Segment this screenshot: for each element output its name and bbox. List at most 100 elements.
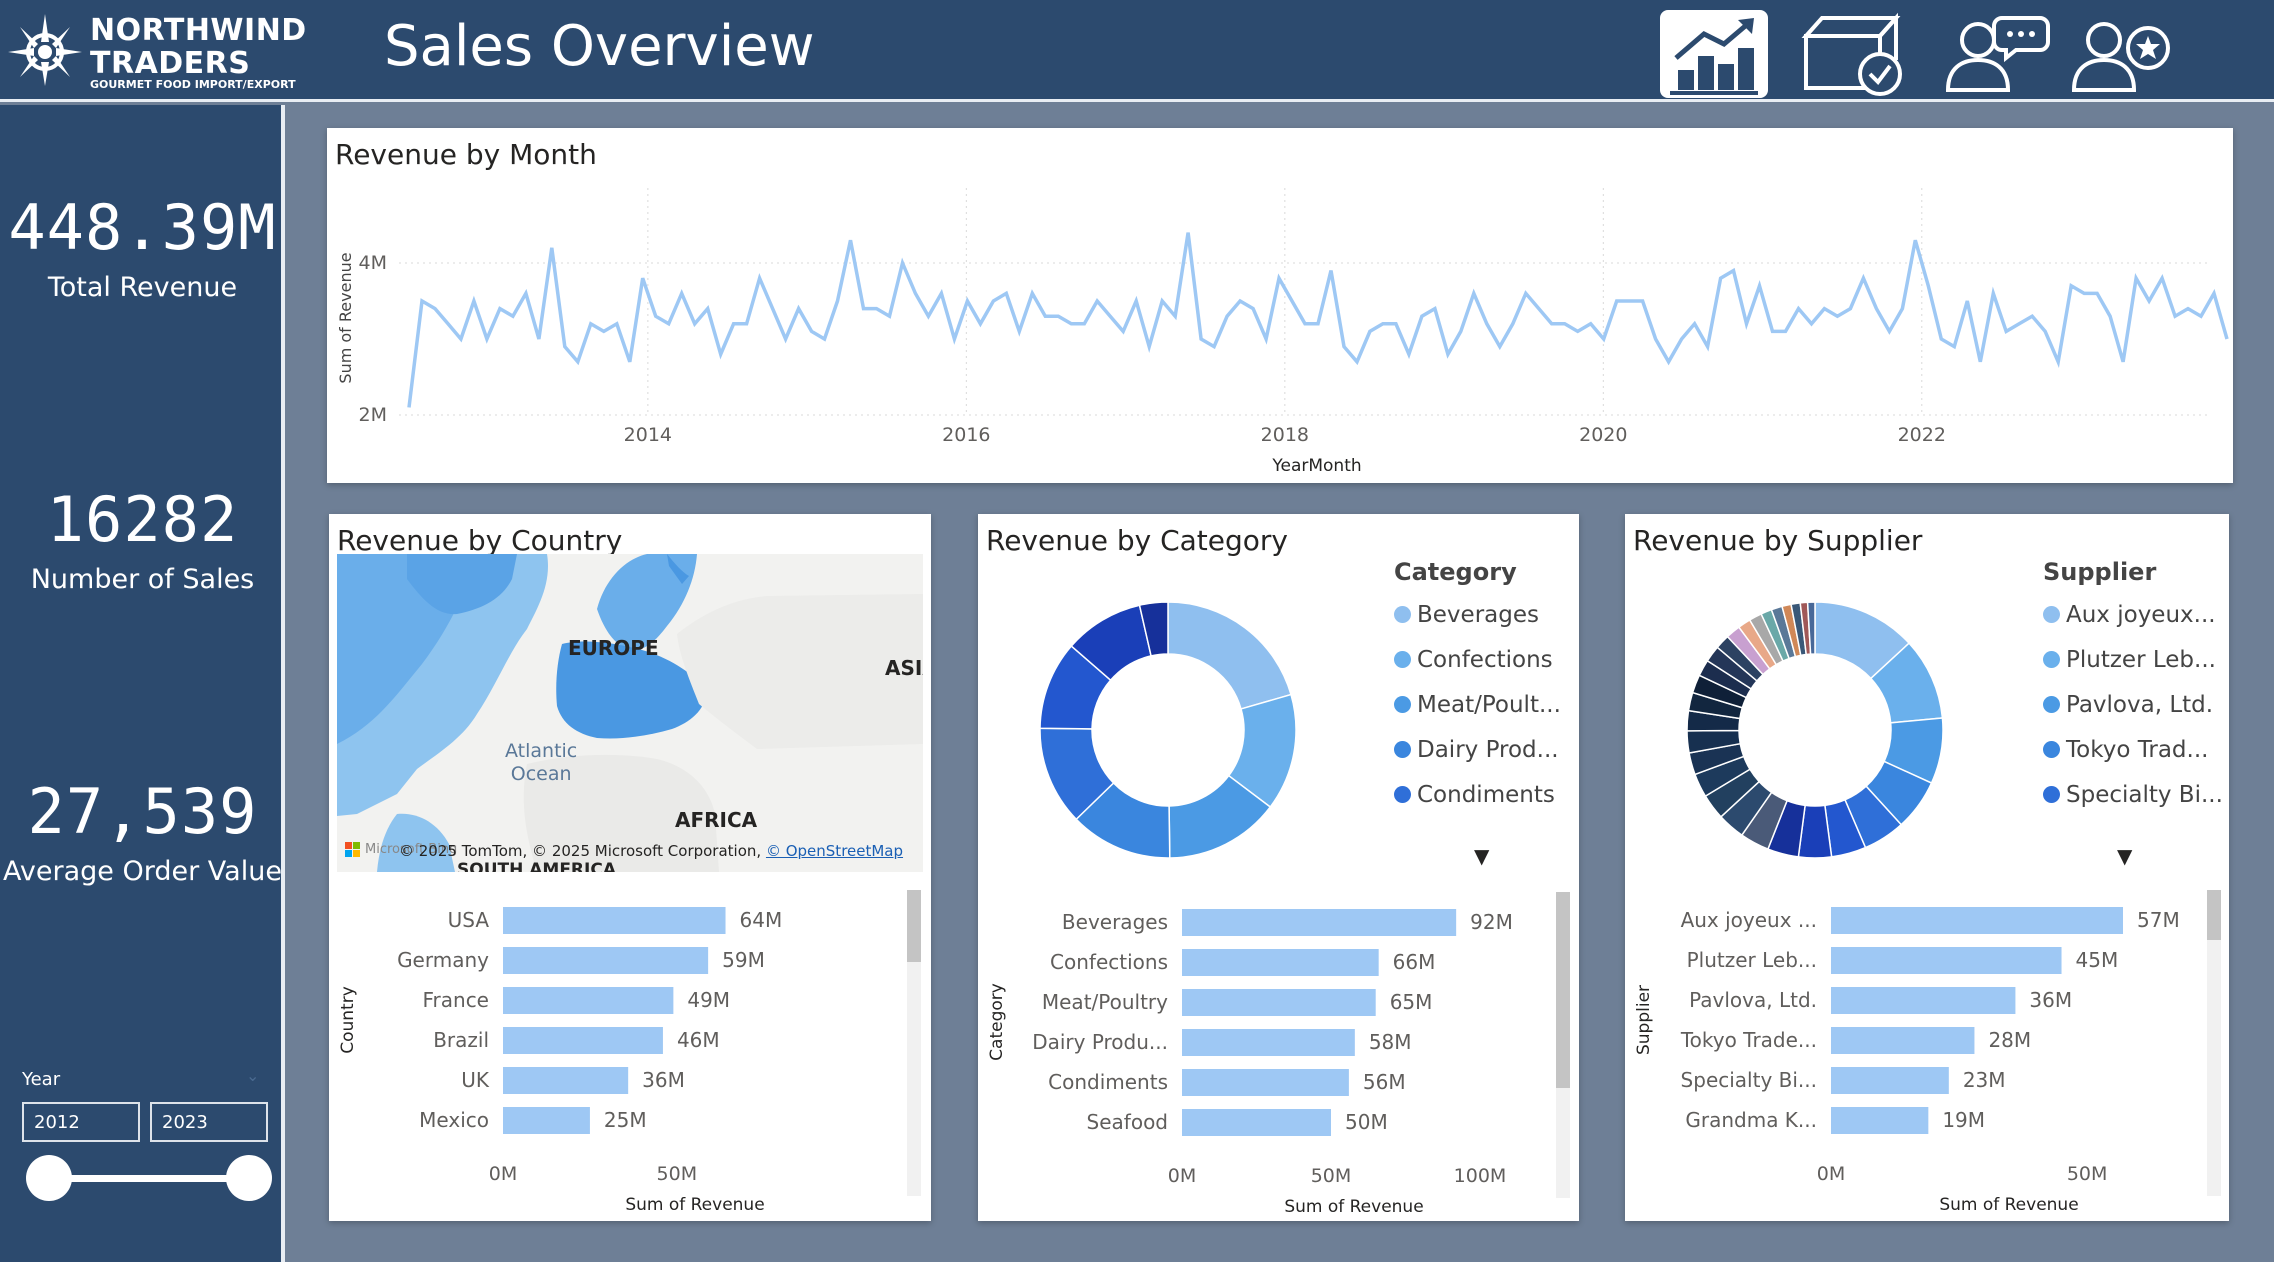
year-slider-end-handle[interactable]	[226, 1155, 272, 1201]
x-axis-title: Sum of Revenue	[1939, 1195, 2078, 1215]
category-label: USA	[448, 908, 490, 932]
customer-chat-icon	[1945, 16, 2050, 92]
legend-item[interactable]: Plutzer Leb...	[2043, 637, 2223, 682]
category-label: Specialty Bi...	[1681, 1068, 1817, 1092]
supplier-scrollbar[interactable]	[2207, 890, 2221, 1196]
page-title: Sales Overview	[384, 14, 815, 79]
x-tick-label: 2018	[1261, 424, 1309, 446]
category-label: Plutzer Leb...	[1687, 948, 1817, 972]
data-label: 28M	[1988, 1028, 2031, 1052]
bar[interactable]	[503, 1107, 590, 1134]
data-label: 92M	[1470, 910, 1513, 934]
legend-label: Tokyo Trad...	[2066, 736, 2209, 763]
category-scrollbar-thumb[interactable]	[1556, 892, 1570, 1088]
northwind-logo: NORTHWIND TRADERS GOURMET FOOD IMPORT/EX…	[8, 12, 306, 92]
category-label: Beverages	[1062, 910, 1168, 934]
year-slider-track[interactable]	[50, 1175, 250, 1182]
world-map	[337, 554, 923, 872]
nav-customers-button[interactable]	[1942, 10, 2050, 98]
donut-slice[interactable]	[1806, 601, 1816, 655]
y-tick-label: 4M	[359, 252, 387, 274]
bar[interactable]	[1831, 1067, 1949, 1094]
kpi-value: 16282	[46, 483, 239, 556]
brand-name: NORTHWIND TRADERS	[90, 14, 307, 80]
x-axis-title: Sum of Revenue	[1284, 1197, 1423, 1217]
nav-shipping-button[interactable]	[1800, 10, 1908, 98]
legend-expand-caret-icon[interactable]: ▼	[1474, 844, 1490, 868]
x-tick-label: 2014	[624, 424, 672, 446]
bar[interactable]	[1182, 1029, 1355, 1056]
legend-item[interactable]: Pavlova, Ltd.	[2043, 682, 2223, 727]
bar[interactable]	[1831, 1027, 1975, 1054]
supplier-scrollbar-thumb[interactable]	[2207, 890, 2221, 940]
y-axis-title: Sum of Revenue	[336, 252, 355, 383]
year-from-input[interactable]: 2012	[22, 1102, 140, 1142]
bar[interactable]	[503, 1027, 663, 1054]
bar[interactable]	[1182, 989, 1376, 1016]
legend-label: Dairy Prod...	[1417, 736, 1559, 763]
legend-marker	[2043, 741, 2060, 758]
bar[interactable]	[503, 907, 726, 934]
legend-marker	[1394, 606, 1411, 623]
bar[interactable]	[503, 987, 674, 1014]
data-label: 49M	[687, 988, 730, 1012]
bar[interactable]	[1182, 1109, 1331, 1136]
bar[interactable]	[1831, 947, 2062, 974]
nav-employees-button[interactable]	[2070, 10, 2178, 98]
openstreetmap-link[interactable]: © OpenStreetMap	[765, 842, 904, 860]
data-label: 59M	[722, 948, 765, 972]
bar[interactable]	[1182, 909, 1457, 936]
data-label: 57M	[2137, 908, 2180, 932]
legend-label: Aux joyeux...	[2066, 601, 2216, 628]
legend-item[interactable]: Specialty Bi...	[2043, 772, 2223, 817]
legend-item[interactable]: Condiments	[1394, 772, 1561, 817]
category-label: Aux joyeux ...	[1681, 908, 1817, 932]
bar[interactable]	[1182, 949, 1379, 976]
legend-item[interactable]: Confections	[1394, 637, 1561, 682]
category-label: Pavlova, Ltd.	[1689, 988, 1817, 1012]
y-axis-title: Supplier	[1634, 985, 1654, 1055]
legend-item[interactable]: Meat/Poult...	[1394, 682, 1561, 727]
bar[interactable]	[1831, 907, 2123, 934]
bar[interactable]	[1831, 987, 2016, 1014]
kpi-total-revenue: 448.39M Total Revenue	[0, 191, 285, 303]
chevron-down-icon[interactable]: ⌄	[246, 1066, 260, 1085]
x-tick-label: 50M	[1311, 1165, 1352, 1187]
x-tick-label: 50M	[657, 1163, 698, 1185]
category-scrollbar[interactable]	[1556, 892, 1570, 1198]
map-copyright-text: © 2025 TomTom, © 2025 Microsoft Corporat…	[399, 842, 762, 860]
map-label-ocean-line1: Atlantic	[505, 740, 578, 762]
map-copyright: © 2025 TomTom, © 2025 Microsoft Corporat…	[399, 842, 903, 860]
employee-star-icon	[2071, 22, 2170, 92]
bar[interactable]	[1831, 1107, 1929, 1134]
category-label: Confections	[1050, 950, 1168, 974]
legend-item[interactable]: Beverages	[1394, 592, 1561, 637]
x-tick-label: 0M	[1168, 1165, 1196, 1187]
category-label: Condiments	[1048, 1070, 1168, 1094]
year-slider-start-handle[interactable]	[26, 1155, 72, 1201]
nav-sales-overview-button[interactable]	[1660, 10, 1768, 98]
legend-item[interactable]: Tokyo Trad...	[2043, 727, 2223, 772]
category-label: Mexico	[419, 1108, 489, 1132]
data-label: 36M	[2029, 988, 2072, 1012]
data-label: 25M	[604, 1108, 647, 1132]
donut-slice[interactable]	[1138, 601, 1169, 657]
map-label-atlantic-ocean: Atlantic Ocean	[505, 740, 577, 786]
country-scrollbar[interactable]	[907, 890, 921, 1196]
legend-item[interactable]: Dairy Prod...	[1394, 727, 1561, 772]
country-scrollbar-thumb[interactable]	[907, 890, 921, 962]
legend-item[interactable]: Aux joyeux...	[2043, 592, 2223, 637]
bar[interactable]	[1182, 1069, 1349, 1096]
data-label: 19M	[1942, 1108, 1985, 1132]
category-donut-chart	[1039, 601, 1297, 859]
bar[interactable]	[503, 947, 709, 974]
y-axis-title: Category	[987, 983, 1007, 1061]
map-label-europe: EUROPE	[568, 636, 659, 660]
bar[interactable]	[503, 1067, 629, 1094]
legend-marker	[2043, 651, 2060, 668]
category-label: Brazil	[433, 1028, 489, 1052]
legend-expand-caret-icon[interactable]: ▼	[2117, 844, 2133, 868]
year-to-input[interactable]: 2023	[150, 1102, 268, 1142]
x-tick-label: 2020	[1579, 424, 1627, 446]
